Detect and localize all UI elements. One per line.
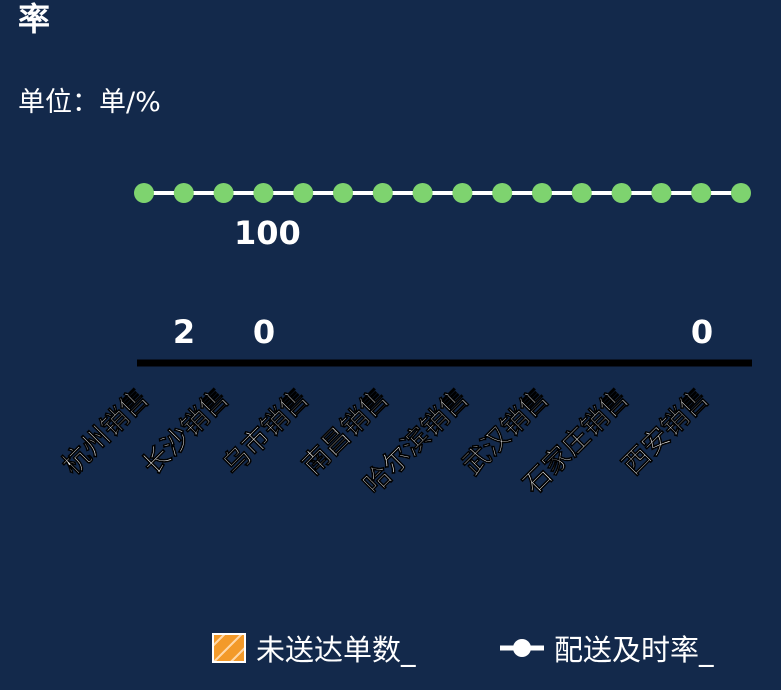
rate-point bbox=[571, 183, 592, 203]
chart-canvas: 100 2 0 0 杭州销售长沙销售乌市销售南昌销售哈尔滨销售武汉销售石家庄销售西安… bbox=[56, 183, 752, 501]
x-tick-label: 长沙销售 bbox=[136, 382, 235, 481]
bar-data-label: 0 bbox=[691, 313, 713, 351]
rate-point bbox=[134, 183, 154, 203]
rate-point bbox=[253, 183, 274, 203]
x-tick-label: 西安销售 bbox=[616, 382, 715, 481]
rate-data-label: 100 bbox=[234, 214, 301, 252]
rate-point bbox=[731, 183, 751, 203]
legend-label-rate: 配送及时率_ bbox=[554, 633, 714, 667]
legend-item-rate[interactable]: 配送及时率_ bbox=[500, 628, 714, 668]
rate-point bbox=[372, 183, 393, 203]
rate-point bbox=[452, 183, 473, 203]
legend-line-swatch-icon bbox=[500, 639, 544, 657]
legend-bar-swatch-icon bbox=[212, 633, 246, 663]
rate-point bbox=[651, 183, 672, 203]
rate-point bbox=[611, 183, 632, 203]
rate-point bbox=[412, 183, 433, 203]
chart-title: 率 bbox=[18, 0, 51, 38]
rate-point bbox=[173, 183, 194, 203]
rate-point bbox=[333, 183, 353, 203]
legend-item-undelivered[interactable]: 未送达单数_ bbox=[212, 628, 416, 668]
rate-point bbox=[213, 183, 234, 203]
rate-point bbox=[293, 183, 314, 203]
bar-data-label: 2 bbox=[173, 313, 195, 351]
x-tick-label: 乌市销售 bbox=[216, 382, 315, 481]
bar-data-labels: 2 0 0 bbox=[173, 313, 713, 351]
legend-label-undelivered: 未送达单数_ bbox=[256, 633, 416, 667]
bar-data-label: 0 bbox=[253, 313, 275, 351]
rate-point bbox=[532, 183, 552, 203]
rate-point bbox=[691, 183, 712, 203]
rate-point bbox=[492, 183, 513, 203]
rate-series-group: 100 bbox=[134, 183, 751, 252]
x-tick-label: 杭州销售 bbox=[56, 382, 155, 481]
unit-label: 单位：单/% bbox=[18, 87, 161, 118]
